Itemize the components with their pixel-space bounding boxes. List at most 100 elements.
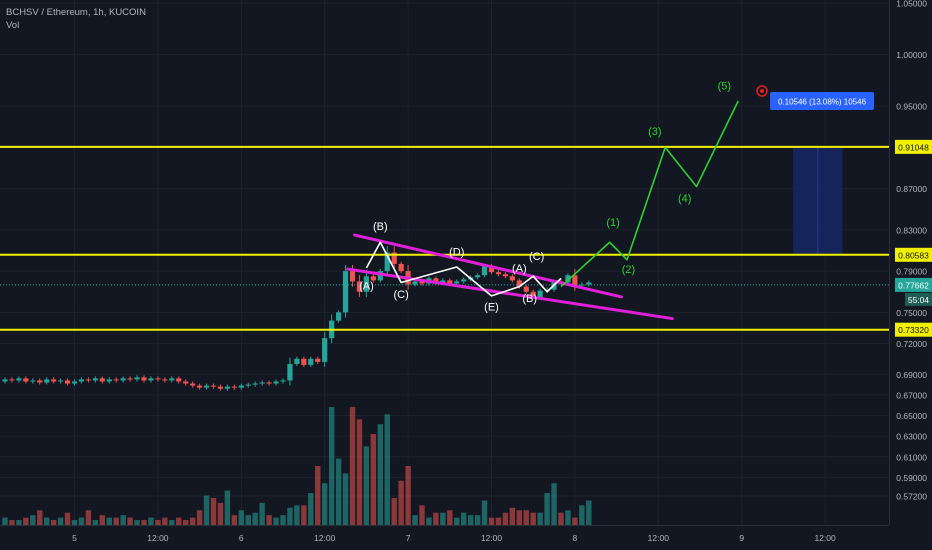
volume-bar xyxy=(252,512,258,525)
volume-bar xyxy=(586,500,592,525)
exchange: KUCOIN xyxy=(108,7,146,18)
price-axis: 1.05000 1.00000 0.95000 0.91048 0.87000 0.830… xyxy=(889,0,932,525)
candle xyxy=(315,356,321,364)
volume-bar xyxy=(481,500,488,525)
volume-bar xyxy=(405,466,411,525)
candle-body xyxy=(287,363,293,381)
candle-body xyxy=(176,378,182,382)
candle xyxy=(85,377,91,383)
candle-body xyxy=(197,385,203,388)
volume-bar xyxy=(495,517,502,525)
volume-bar xyxy=(363,446,370,525)
candle-body xyxy=(454,281,460,284)
volume-bar xyxy=(315,466,321,525)
volume-bar xyxy=(238,510,244,525)
candle-body xyxy=(23,378,29,382)
time-tick-label: 8 xyxy=(573,533,578,543)
candle-body xyxy=(141,377,147,381)
volume-bar xyxy=(176,517,182,525)
volume-bar xyxy=(398,480,404,525)
volume-bar xyxy=(2,517,8,525)
candle-body xyxy=(162,379,168,381)
indicator-label: Vol xyxy=(6,20,20,31)
candle xyxy=(190,381,196,388)
candle xyxy=(294,356,300,366)
candle-body xyxy=(516,280,522,287)
candle xyxy=(475,273,481,280)
candle-body xyxy=(461,279,467,282)
volume-bar xyxy=(530,512,536,525)
candle xyxy=(565,273,571,285)
candle-body xyxy=(488,265,495,273)
candle xyxy=(23,376,29,384)
candle-body xyxy=(370,276,376,281)
volume-bar xyxy=(349,407,356,525)
volume-bar xyxy=(551,483,557,525)
candle xyxy=(203,383,210,390)
volume-bar xyxy=(447,510,453,525)
candle-body xyxy=(2,379,8,382)
candle-body xyxy=(224,386,230,389)
volume-bar xyxy=(509,507,516,525)
current-price-tag-text: 0.77662 xyxy=(898,280,929,290)
price-tick-label: 0.61000 xyxy=(896,452,927,462)
candle-body xyxy=(440,280,446,283)
volume-bar xyxy=(384,414,390,525)
candle-body xyxy=(127,378,133,380)
candle xyxy=(377,269,383,283)
candle-body xyxy=(37,380,43,383)
volume-bar xyxy=(370,434,377,525)
volume-bar xyxy=(183,520,189,525)
candle-body xyxy=(336,312,342,321)
time-tick-label: 5 xyxy=(72,533,77,543)
volume-bar xyxy=(16,520,22,525)
quote: Ethereum xyxy=(46,7,88,18)
volume-bar xyxy=(23,517,29,525)
candle xyxy=(162,377,168,383)
volume-bar xyxy=(516,510,522,525)
candle xyxy=(495,270,502,277)
candle xyxy=(169,376,175,383)
candle-body xyxy=(363,276,369,292)
volume-bar xyxy=(224,490,231,525)
volume-bar xyxy=(342,473,349,525)
volume-bar xyxy=(217,502,224,525)
candle xyxy=(266,380,272,386)
candle-body xyxy=(475,275,481,278)
candle-body xyxy=(190,383,196,386)
chart-legend: BCHSV / Ethereum, 1h, KUCOIN Vol xyxy=(6,6,146,32)
wave-12345-label: (3) xyxy=(648,126,661,138)
candle-body xyxy=(64,380,71,384)
candle-body xyxy=(266,382,272,384)
candle-body xyxy=(169,378,175,381)
candle xyxy=(238,383,244,390)
candle-body xyxy=(294,358,300,364)
candle xyxy=(322,331,328,368)
candle-body xyxy=(71,381,78,384)
candle xyxy=(176,376,182,384)
candle-body xyxy=(530,291,536,297)
candle-body xyxy=(301,358,307,365)
price-tick-label: 0.59000 xyxy=(896,473,927,483)
candle xyxy=(78,377,85,384)
symbol: BCHSV xyxy=(6,7,39,18)
price-tick-label: 0.79000 xyxy=(896,267,927,277)
candle-body xyxy=(544,289,550,291)
level-price-tag-text: 0.80583 xyxy=(898,250,929,260)
candle-body xyxy=(30,380,36,382)
symbol-title: BCHSV / Ethereum, 1h, KUCOIN xyxy=(6,7,146,18)
candle xyxy=(398,261,404,274)
candle-body xyxy=(349,271,356,282)
candle xyxy=(99,376,105,384)
candle xyxy=(391,246,397,270)
target-icon xyxy=(756,85,768,97)
time-tick-label: 12:00 xyxy=(814,533,836,543)
level-price-tag-text: 0.73320 xyxy=(898,325,929,335)
volume-bar xyxy=(85,510,92,525)
wave-abcde-label: (B) xyxy=(373,221,388,233)
level-price-tag xyxy=(895,139,932,154)
volume-bar xyxy=(99,515,105,525)
candle-body xyxy=(51,379,57,382)
candle-body xyxy=(259,382,265,384)
